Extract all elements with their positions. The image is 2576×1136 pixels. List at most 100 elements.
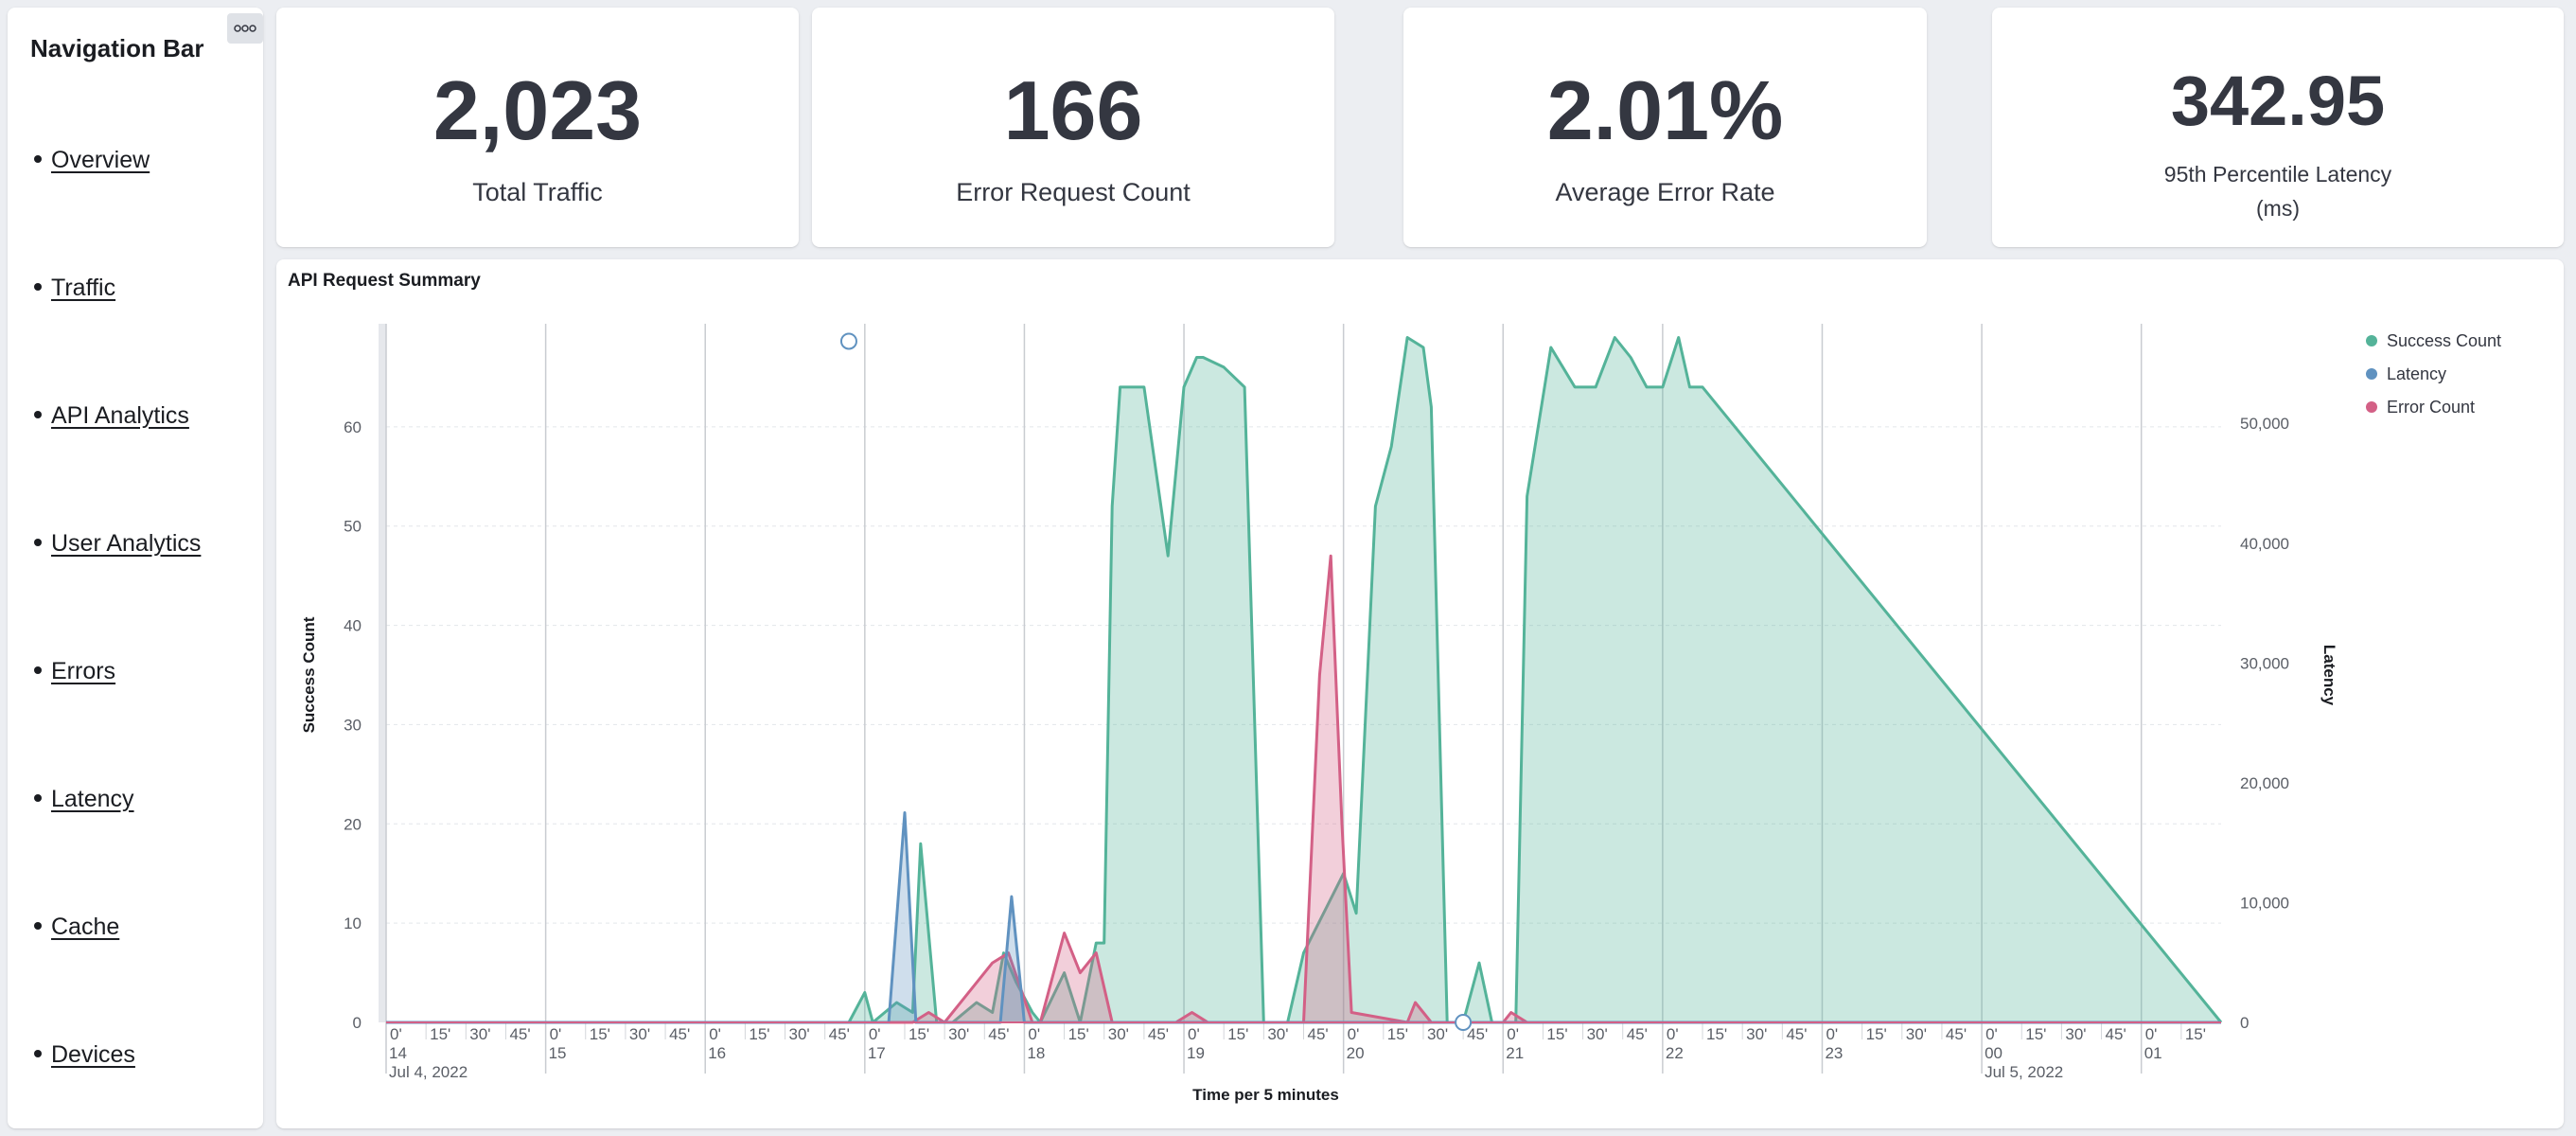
nav-link-traffic[interactable]: Traffic: [51, 275, 116, 301]
y-tick-label: 10: [344, 914, 362, 932]
bullet-icon: [34, 666, 42, 674]
x-date-label: Jul 5, 2022: [1985, 1063, 2063, 1081]
legend-label-latency: Latency: [2387, 364, 2446, 383]
nav-item-api-analytics: API Analytics: [34, 402, 189, 430]
x-hour-label: 16: [708, 1044, 726, 1062]
y2-tick-label: 20,000: [2240, 774, 2289, 792]
x-minor-label: 30': [1906, 1025, 1927, 1043]
x-minor-label: 30': [789, 1025, 810, 1043]
nav-link-latency[interactable]: Latency: [51, 786, 134, 812]
navigation-sidebar: Navigation Bar Overview Traffic API Anal…: [8, 8, 263, 1128]
metric-label-line1: 95th Percentile Latency: [2163, 162, 2392, 186]
legend-swatch-success-count: [2366, 335, 2377, 346]
x-minor-label: 30': [1427, 1025, 1448, 1043]
y2-tick-label: 10,000: [2240, 894, 2289, 912]
x-minor-label: 30': [469, 1025, 490, 1043]
x-hour-label: 19: [1187, 1044, 1205, 1062]
x-minor-label: 15': [2025, 1025, 2046, 1043]
x-hour-label: 14: [389, 1044, 407, 1062]
metric-value: 2.01%: [1546, 63, 1784, 157]
x-hour-label: 22: [1666, 1044, 1684, 1062]
x-minor-label: 45': [509, 1025, 530, 1043]
x-minor-label: 15': [1387, 1025, 1408, 1043]
metric-value: 2,023: [432, 63, 643, 157]
nav-link-overview[interactable]: Overview: [51, 147, 150, 173]
x-minor-label: 15': [430, 1025, 450, 1043]
bullet-icon: [34, 1050, 42, 1057]
x-hour-label: 01: [2144, 1044, 2162, 1062]
nav-link-devices[interactable]: Devices: [51, 1041, 135, 1068]
bullet-icon: [34, 794, 42, 802]
x-minor-label: 30': [1267, 1025, 1288, 1043]
api-request-summary-panel: API Request Summary 0 10 20 30 40 50 60 0 10,000…: [276, 259, 2564, 1128]
x-minor-label: 45': [2106, 1025, 2126, 1043]
x-hour-label: 23: [1825, 1044, 1843, 1062]
x-minor-label: 0': [1507, 1025, 1519, 1043]
y-tick-label: 20: [344, 815, 362, 833]
annotation-marker: [1455, 1014, 1473, 1031]
metric-value: 166: [1003, 63, 1143, 157]
x-minor-label: 0': [709, 1025, 721, 1043]
x-minor-label: 30': [1746, 1025, 1767, 1043]
x-axis-title: Time per 5 minutes: [1192, 1086, 1339, 1104]
x-minor-label: 15': [1866, 1025, 1887, 1043]
x-minor-label: 0': [1826, 1025, 1838, 1043]
bullet-icon: [34, 411, 42, 418]
metric-value: 342.95: [2170, 62, 2386, 140]
metric-label: Total Traffic: [472, 178, 603, 206]
nav-item-user-analytics: User Analytics: [34, 530, 202, 558]
y-tick-label: 60: [344, 418, 362, 436]
series-area-success-count: [386, 337, 2221, 1022]
panel-options-button[interactable]: [227, 13, 263, 44]
x-hour-label: 00: [1985, 1044, 2003, 1062]
x-minor-label: 15': [590, 1025, 610, 1043]
x-minor-label: 0': [1348, 1025, 1360, 1043]
x-minor-label: 0': [1985, 1025, 1998, 1043]
sidebar-title: Navigation Bar: [30, 34, 204, 62]
x-minor-label: 45': [1946, 1025, 1967, 1043]
x-minor-label: 15': [2185, 1025, 2206, 1043]
x-minor-label: 0': [869, 1025, 881, 1043]
bullet-icon: [34, 539, 42, 546]
nav-link-api-analytics[interactable]: API Analytics: [51, 402, 189, 429]
plot-edge-bar: [379, 324, 386, 1022]
legend-swatch-error-count: [2366, 401, 2377, 413]
x-minor-label: 0': [2145, 1025, 2158, 1043]
nav-item-devices: Devices: [34, 1041, 135, 1069]
x-minor-label: 45': [829, 1025, 850, 1043]
x-minor-label: 45': [1148, 1025, 1169, 1043]
y-tick-label: 40: [344, 617, 362, 635]
metric-error-request-count: 166 Error Request Count: [812, 8, 1334, 247]
nav-link-errors[interactable]: Errors: [51, 658, 116, 684]
legend-label-success-count: Success Count: [2387, 331, 2501, 350]
x-minor-label: 45': [1627, 1025, 1648, 1043]
x-minor-label: 30': [629, 1025, 650, 1043]
x-minor-label: 15': [1227, 1025, 1248, 1043]
x-hour-label: 18: [1027, 1044, 1045, 1062]
nav-link-cache[interactable]: Cache: [51, 914, 120, 940]
x-date-label: Jul 4, 2022: [389, 1063, 468, 1081]
series-line-success-count: [386, 336, 2223, 1024]
api-request-summary-chart[interactable]: 0102030405060010,00020,00030,00040,00050…: [276, 259, 2564, 1128]
x-minor-label: 45': [1467, 1025, 1488, 1043]
metric-label: Average Error Rate: [1555, 178, 1775, 206]
x-minor-label: 0': [1028, 1025, 1040, 1043]
x-minor-label: 15': [1068, 1025, 1089, 1043]
x-minor-label: 30': [1108, 1025, 1129, 1043]
y2-tick-label: 0: [2240, 1014, 2249, 1032]
x-minor-label: 15': [1546, 1025, 1567, 1043]
x-minor-label: 0': [390, 1025, 402, 1043]
nav-item-overview: Overview: [34, 147, 150, 174]
y-tick-label: 0: [353, 1014, 362, 1032]
x-minor-label: 45': [988, 1025, 1009, 1043]
x-minor-label: 45': [669, 1025, 690, 1043]
x-minor-label: 0': [550, 1025, 562, 1043]
metric-total-traffic: 2,023 Total Traffic: [276, 8, 799, 247]
bullet-icon: [34, 283, 42, 291]
y2-tick-label: 50,000: [2240, 415, 2289, 433]
x-minor-label: 45': [1308, 1025, 1329, 1043]
nav-link-user-analytics[interactable]: User Analytics: [51, 530, 202, 557]
nav-item-latency: Latency: [34, 786, 134, 813]
metric-p95-latency: 342.95 95th Percentile Latency (ms): [1992, 8, 2564, 247]
y2-axis-title: Latency: [2320, 645, 2338, 706]
